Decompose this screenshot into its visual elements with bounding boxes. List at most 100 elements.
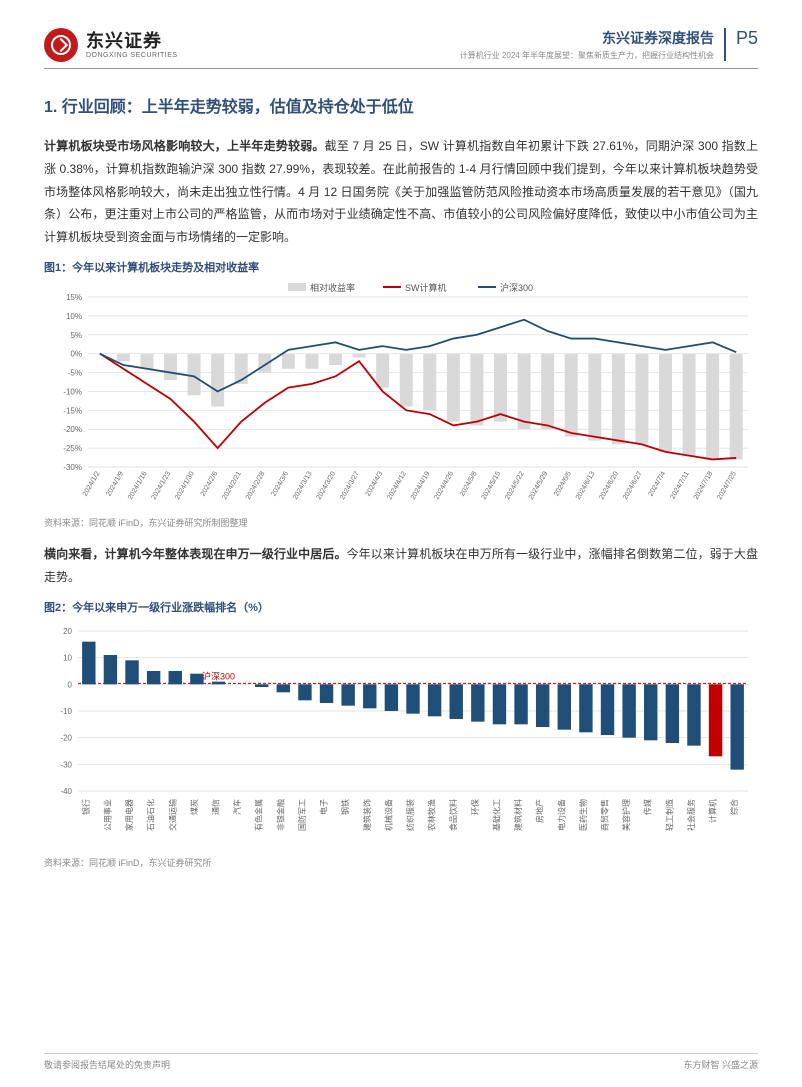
footer-left: 敬请参阅报告结尾处的免责声明 xyxy=(44,1058,170,1071)
svg-text:5%: 5% xyxy=(70,331,82,340)
svg-text:环保: 环保 xyxy=(470,799,480,815)
svg-text:2024/6/13: 2024/6/13 xyxy=(575,470,597,501)
logo-cn: 东兴证券 xyxy=(86,32,178,50)
svg-text:-5%: -5% xyxy=(68,369,82,378)
chart1: -30% -25% -20% -15% -10% -5% 0% 5% 10% 15% 2024/1/… xyxy=(44,279,758,512)
svg-text:传媒: 传媒 xyxy=(643,799,653,815)
svg-text:-15%: -15% xyxy=(63,406,82,415)
svg-text:美容护理: 美容护理 xyxy=(621,799,631,831)
report-subtitle: 计算机行业 2024 年半年度展望：聚焦新质生产力，把握行业结构性机会 xyxy=(460,50,714,61)
svg-text:-25%: -25% xyxy=(63,444,82,453)
svg-text:建筑装饰: 建筑装饰 xyxy=(362,799,372,831)
svg-text:社会服务: 社会服务 xyxy=(686,799,696,831)
svg-text:轻工制造: 轻工制造 xyxy=(664,799,674,831)
svg-text:2024/6/27: 2024/6/27 xyxy=(622,470,644,501)
logo-icon xyxy=(44,28,78,62)
svg-text:2024/7/11: 2024/7/11 xyxy=(669,470,690,500)
para1-bold: 计算机板块受市场风格影响较大，上半年走势较弱。 xyxy=(44,139,325,153)
paragraph-1: 计算机板块受市场风格影响较大，上半年走势较弱。截至 7 月 25 日，SW 计算… xyxy=(44,135,758,249)
svg-text:非银金融: 非银金融 xyxy=(275,799,285,831)
svg-text:煤炭: 煤炭 xyxy=(189,799,199,815)
svg-text:机械设备: 机械设备 xyxy=(383,799,393,831)
svg-text:-40: -40 xyxy=(60,787,72,796)
svg-text:2024/4/12: 2024/4/12 xyxy=(386,470,408,501)
svg-text:-30%: -30% xyxy=(63,463,82,472)
svg-text:10%: 10% xyxy=(66,312,82,321)
svg-text:基础化工: 基础化工 xyxy=(491,799,501,831)
svg-text:-20%: -20% xyxy=(63,425,82,434)
svg-text:2024/5/22: 2024/5/22 xyxy=(504,470,526,501)
figure2-source: 资料来源：同花顺 iFinD，东兴证券研究所 xyxy=(44,856,758,869)
svg-text:SW计算机: SW计算机 xyxy=(405,282,447,293)
page-number: P5 xyxy=(736,28,758,49)
svg-text:10: 10 xyxy=(63,653,72,662)
svg-text:2024/1/30: 2024/1/30 xyxy=(174,470,196,501)
svg-text:钢铁: 钢铁 xyxy=(340,799,350,815)
svg-text:相对收益率: 相对收益率 xyxy=(310,282,355,293)
svg-text:2024/2/6: 2024/2/6 xyxy=(200,470,220,497)
figure2-caption: 图2：今年以来申万一级行业涨跌幅排名（%） xyxy=(44,599,758,615)
svg-text:石油石化: 石油石化 xyxy=(146,799,156,831)
para2-bold: 横向来看，计算机今年整体表现在申万一级行业中居后。 xyxy=(44,547,347,561)
paragraph-2: 横向来看，计算机今年整体表现在申万一级行业中居后。今年以来计算机板块在申万所有一… xyxy=(44,543,758,589)
svg-text:2024/5/29: 2024/5/29 xyxy=(528,470,550,501)
figure1-caption: 图1：今年以来计算机板块走势及相对收益率 xyxy=(44,259,758,275)
section-title: 1. 行业回顾：上半年走势较弱，估值及持仓处于低位 xyxy=(44,93,758,117)
svg-text:电子: 电子 xyxy=(319,799,329,815)
report-title: 东兴证券深度报告 xyxy=(460,28,714,48)
svg-text:0: 0 xyxy=(68,680,73,689)
svg-text:2024/1/23: 2024/1/23 xyxy=(151,470,173,501)
svg-text:计算机: 计算机 xyxy=(708,799,718,823)
svg-text:综合: 综合 xyxy=(729,799,739,815)
svg-text:食品饮料: 食品饮料 xyxy=(448,799,458,831)
svg-text:2024/1/9: 2024/1/9 xyxy=(105,470,125,497)
svg-text:-10: -10 xyxy=(60,707,72,716)
svg-text:-30: -30 xyxy=(60,760,72,769)
svg-text:2024/4/19: 2024/4/19 xyxy=(410,470,432,501)
logo-text: 东兴证券 DONGXING SECURITIES xyxy=(86,32,178,59)
svg-text:2024/4/3: 2024/4/3 xyxy=(365,470,385,497)
svg-text:2024/2/21: 2024/2/21 xyxy=(221,470,243,501)
figure1-source: 资料来源：同花顺 iFinD，东兴证券研究所制图整理 xyxy=(44,516,758,529)
svg-text:农林牧渔: 农林牧渔 xyxy=(427,799,437,831)
svg-text:家用电器: 家用电器 xyxy=(124,799,134,831)
svg-text:国防军工: 国防军工 xyxy=(297,799,307,831)
svg-text:2024/1/2: 2024/1/2 xyxy=(82,470,102,497)
logo-block: 东兴证券 DONGXING SECURITIES xyxy=(44,28,178,62)
svg-text:沪深300: 沪深300 xyxy=(500,282,533,293)
svg-text:公用事业: 公用事业 xyxy=(102,799,112,831)
svg-text:商贸零售: 商贸零售 xyxy=(600,799,610,831)
svg-text:0%: 0% xyxy=(70,350,82,359)
svg-text:20: 20 xyxy=(63,627,72,636)
svg-text:-20: -20 xyxy=(60,733,72,742)
svg-text:2024/3/6: 2024/3/6 xyxy=(270,470,290,497)
svg-text:2024/7/4: 2024/7/4 xyxy=(648,470,668,497)
svg-text:2024/5/15: 2024/5/15 xyxy=(481,470,503,501)
logo-en: DONGXING SECURITIES xyxy=(86,52,178,59)
svg-text:2024/3/27: 2024/3/27 xyxy=(339,470,361,501)
footer-right: 东方财智 兴盛之源 xyxy=(683,1058,758,1071)
page-header: 东兴证券 DONGXING SECURITIES 东兴证券深度报告 计算机行业 … xyxy=(44,28,758,62)
svg-text:2024/3/20: 2024/3/20 xyxy=(316,470,338,501)
para1-text: 截至 7 月 25 日，SW 计算机指数自年初累计下跌 27.61%，同期沪深 … xyxy=(44,139,758,244)
svg-text:汽车: 汽车 xyxy=(232,799,242,815)
svg-text:医药生物: 医药生物 xyxy=(578,799,588,831)
svg-text:2024/6/20: 2024/6/20 xyxy=(598,470,620,501)
svg-text:2024/3/13: 2024/3/13 xyxy=(292,470,314,501)
svg-text:交通运输: 交通运输 xyxy=(167,799,177,831)
svg-text:2024/7/25: 2024/7/25 xyxy=(716,470,738,501)
svg-text:-10%: -10% xyxy=(63,387,82,396)
svg-text:银行: 银行 xyxy=(81,799,91,815)
header-right: 东兴证券深度报告 计算机行业 2024 年半年度展望：聚焦新质生产力，把握行业结… xyxy=(460,28,758,61)
svg-text:电力设备: 电力设备 xyxy=(556,799,566,831)
svg-text:2024/5/8: 2024/5/8 xyxy=(459,470,479,497)
chart2: -40 -30 -20 -10 0 10 20 沪深300 银行 公用事业 家用电器 石油石化 交通运输… xyxy=(44,619,758,852)
svg-text:2024/4/26: 2024/4/26 xyxy=(433,470,455,501)
svg-text:有色金属: 有色金属 xyxy=(254,799,264,831)
svg-text:15%: 15% xyxy=(66,293,82,302)
header-divider xyxy=(44,68,758,69)
svg-text:建筑材料: 建筑材料 xyxy=(513,799,523,831)
svg-text:2024/6/5: 2024/6/5 xyxy=(553,470,573,497)
svg-text:2024/1/16: 2024/1/16 xyxy=(127,470,149,501)
svg-text:沪深300: 沪深300 xyxy=(202,670,235,681)
